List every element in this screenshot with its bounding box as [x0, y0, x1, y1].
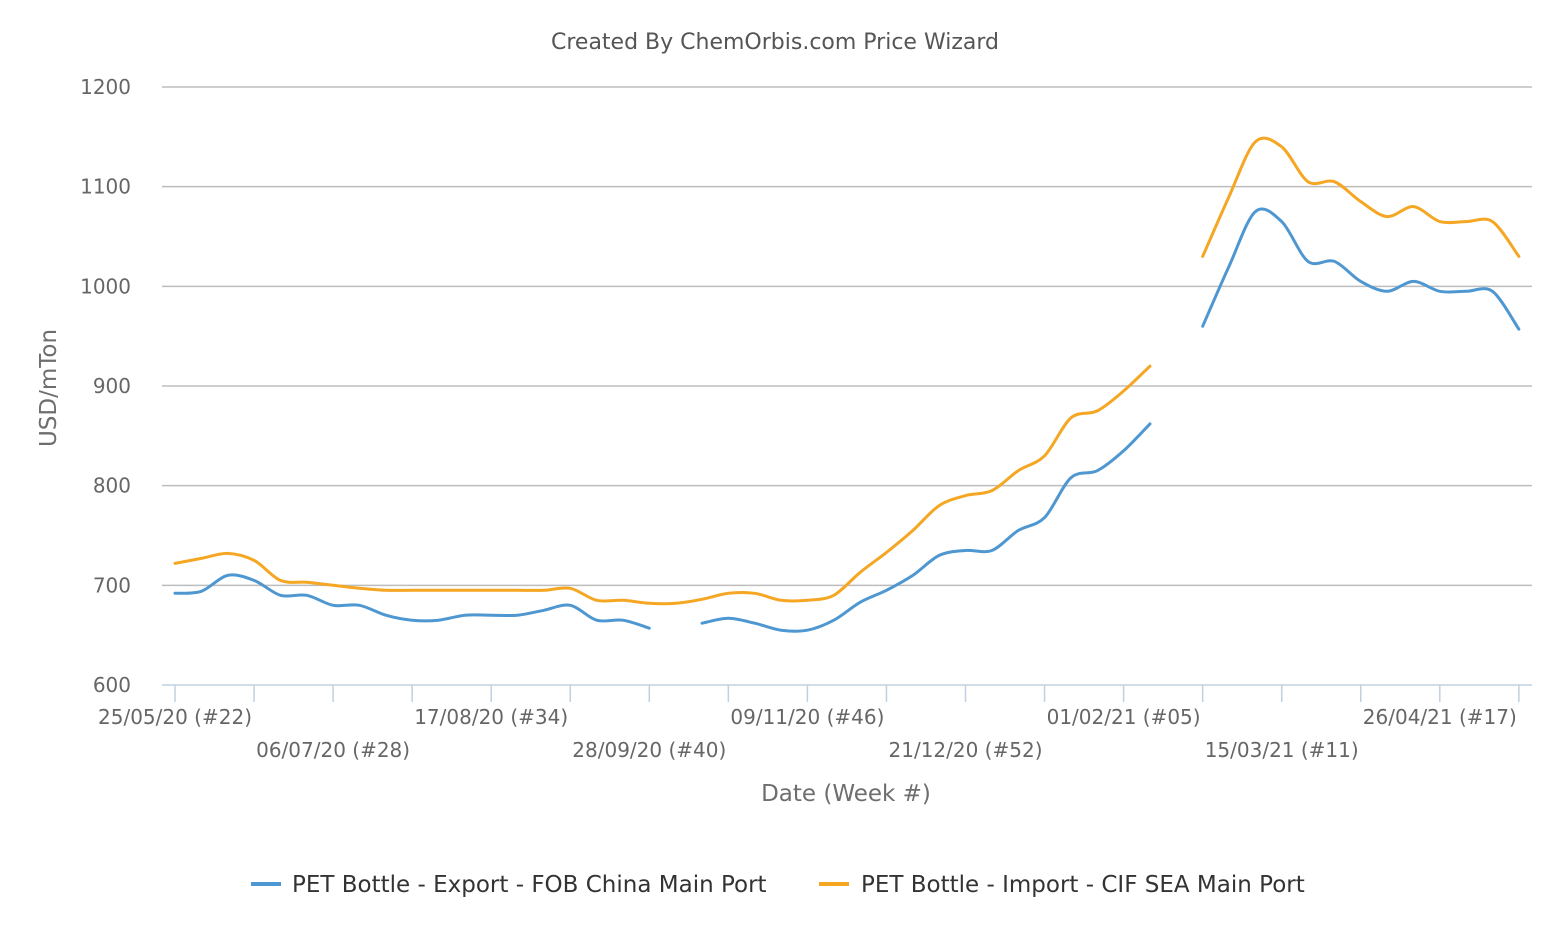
series-export-fob-china: [173, 207, 1521, 633]
series-line-segment: [1201, 136, 1521, 258]
y-tick-label: 900: [93, 374, 131, 398]
series-import-cif-sea: [173, 136, 1521, 606]
series-line-segment: [700, 422, 1152, 633]
y-tick-label: 800: [93, 474, 131, 498]
legend-item[interactable]: PET Bottle - Export - FOB China Main Por…: [251, 872, 767, 898]
y-axis-title: USD/mTon: [36, 329, 62, 447]
legend-label: PET Bottle - Export - FOB China Main Por…: [292, 872, 767, 898]
series-line-segment: [1201, 207, 1521, 331]
y-tick-label: 700: [93, 573, 131, 597]
x-axis-title: Date (Week #): [761, 781, 931, 807]
x-tick-label: 25/05/20 (#22): [98, 705, 252, 729]
series-line-segment: [173, 364, 1152, 606]
legend-label: PET Bottle - Import - CIF SEA Main Port: [861, 872, 1305, 898]
series-line-segment: [173, 573, 651, 630]
x-tick-label: 01/02/21 (#05): [1047, 705, 1201, 729]
y-tick-label: 1200: [80, 75, 131, 99]
x-tick-label: 26/04/21 (#17): [1363, 705, 1517, 729]
x-tick-label: 09/11/20 (#46): [730, 705, 884, 729]
y-tick-label: 1100: [80, 175, 131, 199]
legend-item[interactable]: PET Bottle - Import - CIF SEA Main Port: [819, 872, 1305, 898]
grid-lines: [162, 86, 1532, 587]
x-tick-label: 28/09/20 (#40): [572, 738, 726, 762]
x-tick-label: 21/12/20 (#52): [889, 738, 1043, 762]
chart-title: Created By ChemOrbis.com Price Wizard: [551, 30, 999, 55]
x-tick-label: 06/07/20 (#28): [256, 738, 410, 762]
x-axis: 25/05/20 (#22)06/07/20 (#28)17/08/20 (#3…: [98, 684, 1532, 762]
series-lines: [173, 136, 1521, 633]
legend: PET Bottle - Export - FOB China Main Por…: [251, 872, 1305, 898]
x-tick-label: 17/08/20 (#34): [414, 705, 568, 729]
y-tick-labels: 600 700 800 900 1000 1100 1200: [80, 75, 131, 697]
y-tick-label: 1000: [80, 274, 131, 298]
y-tick-label: 600: [93, 673, 131, 697]
x-tick-label: 15/03/21 (#11): [1205, 738, 1359, 762]
